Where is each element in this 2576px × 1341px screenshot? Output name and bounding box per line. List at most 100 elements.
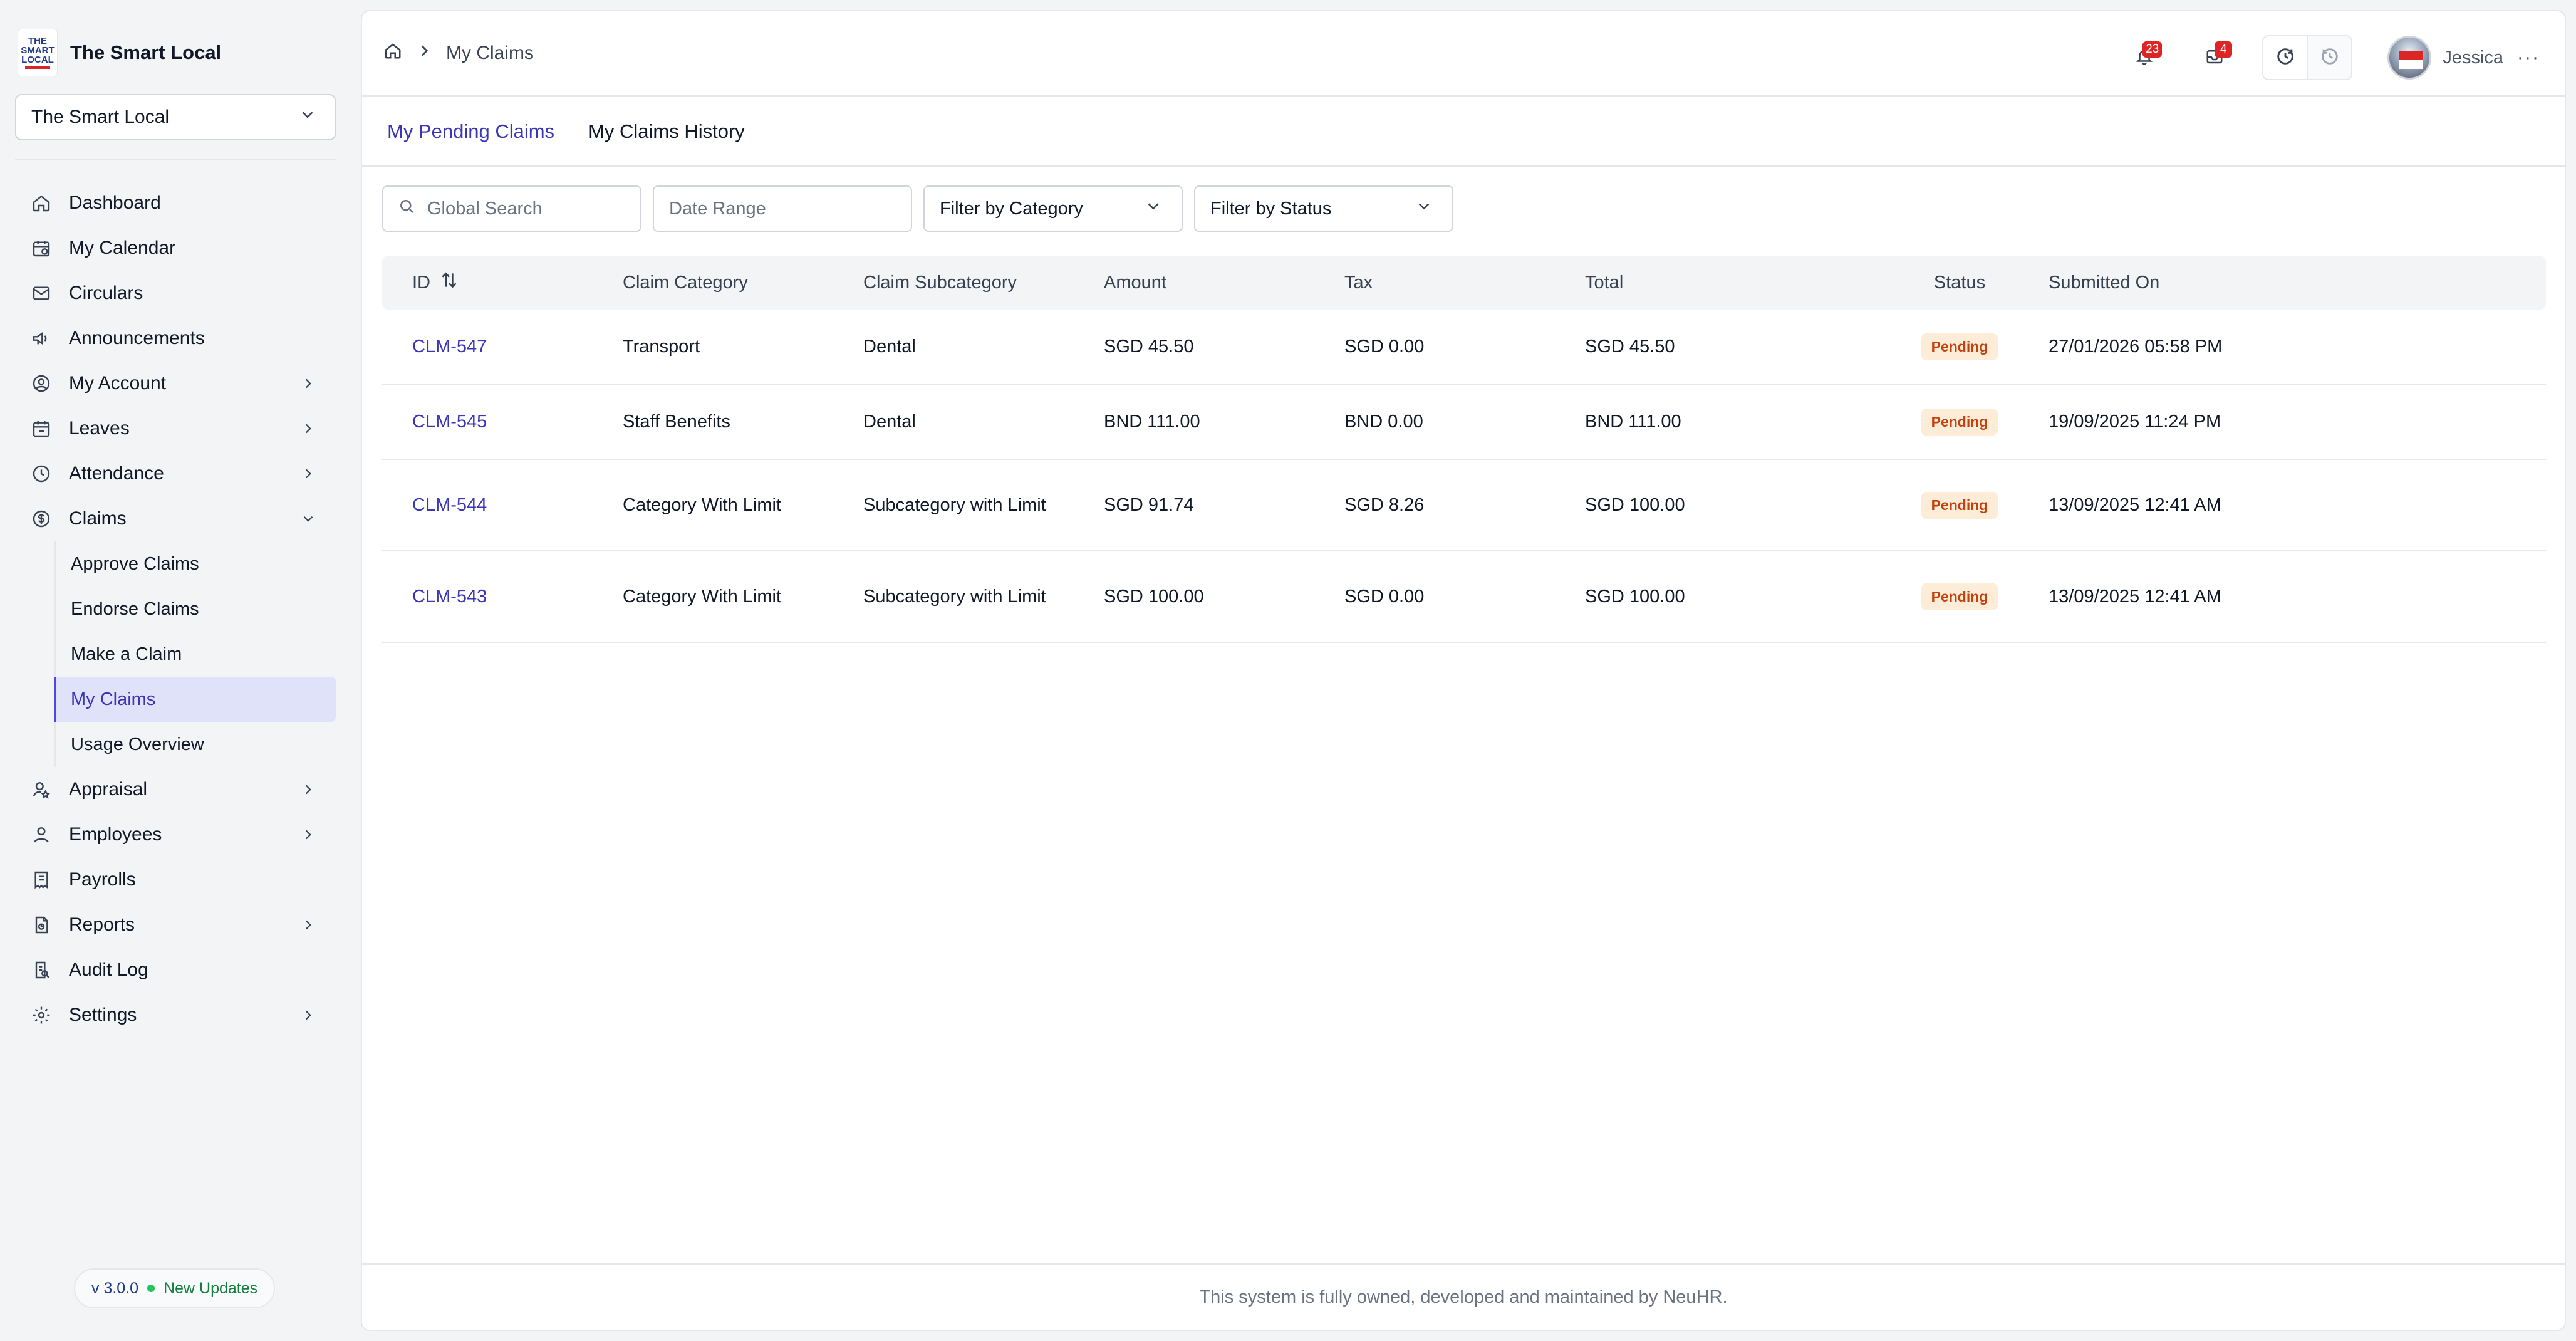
- sidebar-item-payrolls[interactable]: Payrolls: [15, 857, 336, 902]
- avatar[interactable]: [2387, 36, 2432, 80]
- receipt-icon: [29, 867, 54, 892]
- brand-logo-line: THE: [28, 36, 47, 46]
- status-filter-value: Filter by Status: [1210, 198, 1332, 219]
- total-cell: SGD 100.00: [1585, 494, 1685, 515]
- clock-in-out-group: [2262, 35, 2353, 80]
- sidebar: THE SMART LOCAL The Smart Local The Smar…: [0, 0, 351, 1341]
- sidebar-subitem-usage-overview[interactable]: Usage Overview: [71, 734, 204, 754]
- sidebar-item-my-account[interactable]: My Account: [15, 361, 336, 406]
- organization-select[interactable]: The Smart Local: [15, 94, 336, 140]
- chevron-down-icon: [1144, 197, 1163, 221]
- inbox-count-badge: 4: [2215, 41, 2233, 58]
- global-search-input[interactable]: [427, 198, 640, 219]
- column-header-submitted: Submitted On: [2049, 272, 2160, 293]
- chevron-right-icon: [298, 464, 318, 484]
- search-icon: [397, 197, 416, 221]
- sidebar-subitem-make-a-claim[interactable]: Make a Claim: [71, 644, 182, 664]
- global-search-field[interactable]: [382, 185, 641, 232]
- sidebar-item-attendance[interactable]: Attendance: [15, 451, 336, 496]
- sidebar-subitem-endorse-claims[interactable]: Endorse Claims: [71, 598, 199, 619]
- clock-out-button[interactable]: [2307, 36, 2352, 79]
- submitted-on-cell: 27/01/2026 05:58 PM: [2049, 336, 2223, 357]
- chevron-right-icon: [416, 43, 432, 64]
- submitted-on-cell: 13/09/2025 12:41 AM: [2049, 586, 2221, 607]
- claim-category-cell: Category With Limit: [623, 586, 782, 607]
- status-badge: Pending: [1921, 583, 1998, 610]
- sidebar-item-label: Leaves: [69, 418, 130, 439]
- column-header-total: Total: [1585, 272, 1624, 293]
- report-icon: [29, 912, 54, 937]
- topbar: My Claims 23 4 Jessica ···: [362, 11, 2565, 97]
- sidebar-item-claims[interactable]: Claims: [15, 496, 336, 541]
- claims-tabs: My Pending Claims My Claims History: [382, 98, 774, 167]
- tax-cell: BND 0.00: [1344, 411, 1423, 432]
- submitted-on-cell: 13/09/2025 12:41 AM: [2049, 494, 2221, 515]
- sidebar-item-employees[interactable]: Employees: [15, 812, 336, 857]
- home-icon[interactable]: [383, 41, 402, 65]
- column-header-id[interactable]: ID: [382, 270, 623, 295]
- version-number: v 3.0.0: [91, 1279, 139, 1297]
- user-name[interactable]: Jessica: [2443, 47, 2504, 68]
- sidebar-subitem-approve-claims[interactable]: Approve Claims: [71, 553, 199, 574]
- clock-out-icon: [2319, 46, 2340, 70]
- gear-icon: [29, 1003, 54, 1028]
- date-range-field[interactable]: [653, 185, 912, 232]
- table-row[interactable]: CLM-545 Staff Benefits Dental BND 111.00…: [382, 385, 2546, 460]
- sidebar-item-appraisal[interactable]: Appraisal: [15, 767, 336, 812]
- new-updates-label: New Updates: [164, 1279, 258, 1297]
- claim-subcategory-cell: Subcategory with Limit: [863, 495, 1046, 515]
- claim-category-cell: Staff Benefits: [623, 411, 730, 432]
- sidebar-item-reports[interactable]: Reports: [15, 902, 336, 947]
- sidebar-subitem-my-claims[interactable]: My Claims: [54, 677, 336, 722]
- claim-id-link[interactable]: CLM-543: [412, 586, 487, 607]
- sidebar-item-label: Employees: [69, 824, 162, 845]
- sidebar-item-announcements[interactable]: Announcements: [15, 316, 336, 361]
- date-range-input[interactable]: [669, 198, 911, 219]
- total-cell: SGD 100.00: [1585, 586, 1685, 607]
- footer: This system is fully owned, developed an…: [362, 1263, 2565, 1330]
- sidebar-item-leaves[interactable]: Leaves: [15, 406, 336, 451]
- chevron-right-icon: [298, 373, 318, 394]
- status-filter-select[interactable]: Filter by Status: [1194, 185, 1453, 232]
- category-filter-select[interactable]: Filter by Category: [923, 185, 1183, 232]
- clock-icon: [29, 461, 54, 486]
- version-badge[interactable]: v 3.0.0 New Updates: [74, 1268, 276, 1308]
- clock-in-button[interactable]: [2263, 36, 2307, 79]
- sidebar-item-settings[interactable]: Settings: [15, 993, 336, 1038]
- organization-select-value: The Smart Local: [31, 107, 170, 127]
- sidebar-item-dashboard[interactable]: Dashboard: [15, 180, 336, 226]
- claim-id-link[interactable]: CLM-547: [412, 336, 487, 357]
- sidebar-item-audit-log[interactable]: Audit Log: [15, 947, 336, 993]
- sidebar-item-label: Announcements: [69, 328, 205, 348]
- amount-cell: BND 111.00: [1104, 411, 1200, 432]
- table-row[interactable]: CLM-547 Transport Dental SGD 45.50 SGD 0…: [382, 310, 2546, 385]
- sidebar-item-my-calendar[interactable]: My Calendar: [15, 226, 336, 271]
- category-filter-value: Filter by Category: [940, 198, 1083, 219]
- user-circle-icon: [29, 371, 54, 396]
- claims-submenu: Approve Claims Endorse Claims Make a Cla…: [54, 541, 336, 767]
- clock-in-icon: [2275, 46, 2296, 70]
- total-cell: SGD 45.50: [1585, 336, 1675, 357]
- claim-id-link[interactable]: CLM-545: [412, 411, 487, 432]
- inbox-button[interactable]: 4: [2197, 40, 2233, 75]
- tab-my-pending-claims[interactable]: My Pending Claims: [382, 98, 560, 167]
- total-cell: BND 111.00: [1585, 411, 1681, 432]
- sidebar-item-circulars[interactable]: Circulars: [15, 271, 336, 316]
- column-header-label: ID: [412, 272, 430, 293]
- mail-icon: [29, 281, 54, 306]
- brand[interactable]: THE SMART LOCAL The Smart Local: [18, 28, 221, 78]
- claim-id-link[interactable]: CLM-544: [412, 494, 487, 515]
- tax-cell: SGD 8.26: [1344, 494, 1425, 515]
- table-row[interactable]: CLM-544 Category With Limit Subcategory …: [382, 460, 2546, 551]
- tax-cell: SGD 0.00: [1344, 336, 1425, 357]
- more-options-icon[interactable]: ···: [2517, 47, 2540, 68]
- table-row[interactable]: CLM-543 Category With Limit Subcategory …: [382, 551, 2546, 643]
- sort-icon[interactable]: [439, 270, 459, 295]
- notifications-count-badge: 23: [2142, 41, 2163, 58]
- notifications-button[interactable]: 23: [2127, 40, 2163, 75]
- tab-my-claims-history[interactable]: My Claims History: [588, 120, 745, 142]
- sidebar-item-label: Appraisal: [69, 779, 148, 800]
- sidebar-item-label: Audit Log: [69, 959, 148, 980]
- sidebar-item-label: Payrolls: [69, 869, 136, 890]
- chevron-right-icon: [298, 780, 318, 800]
